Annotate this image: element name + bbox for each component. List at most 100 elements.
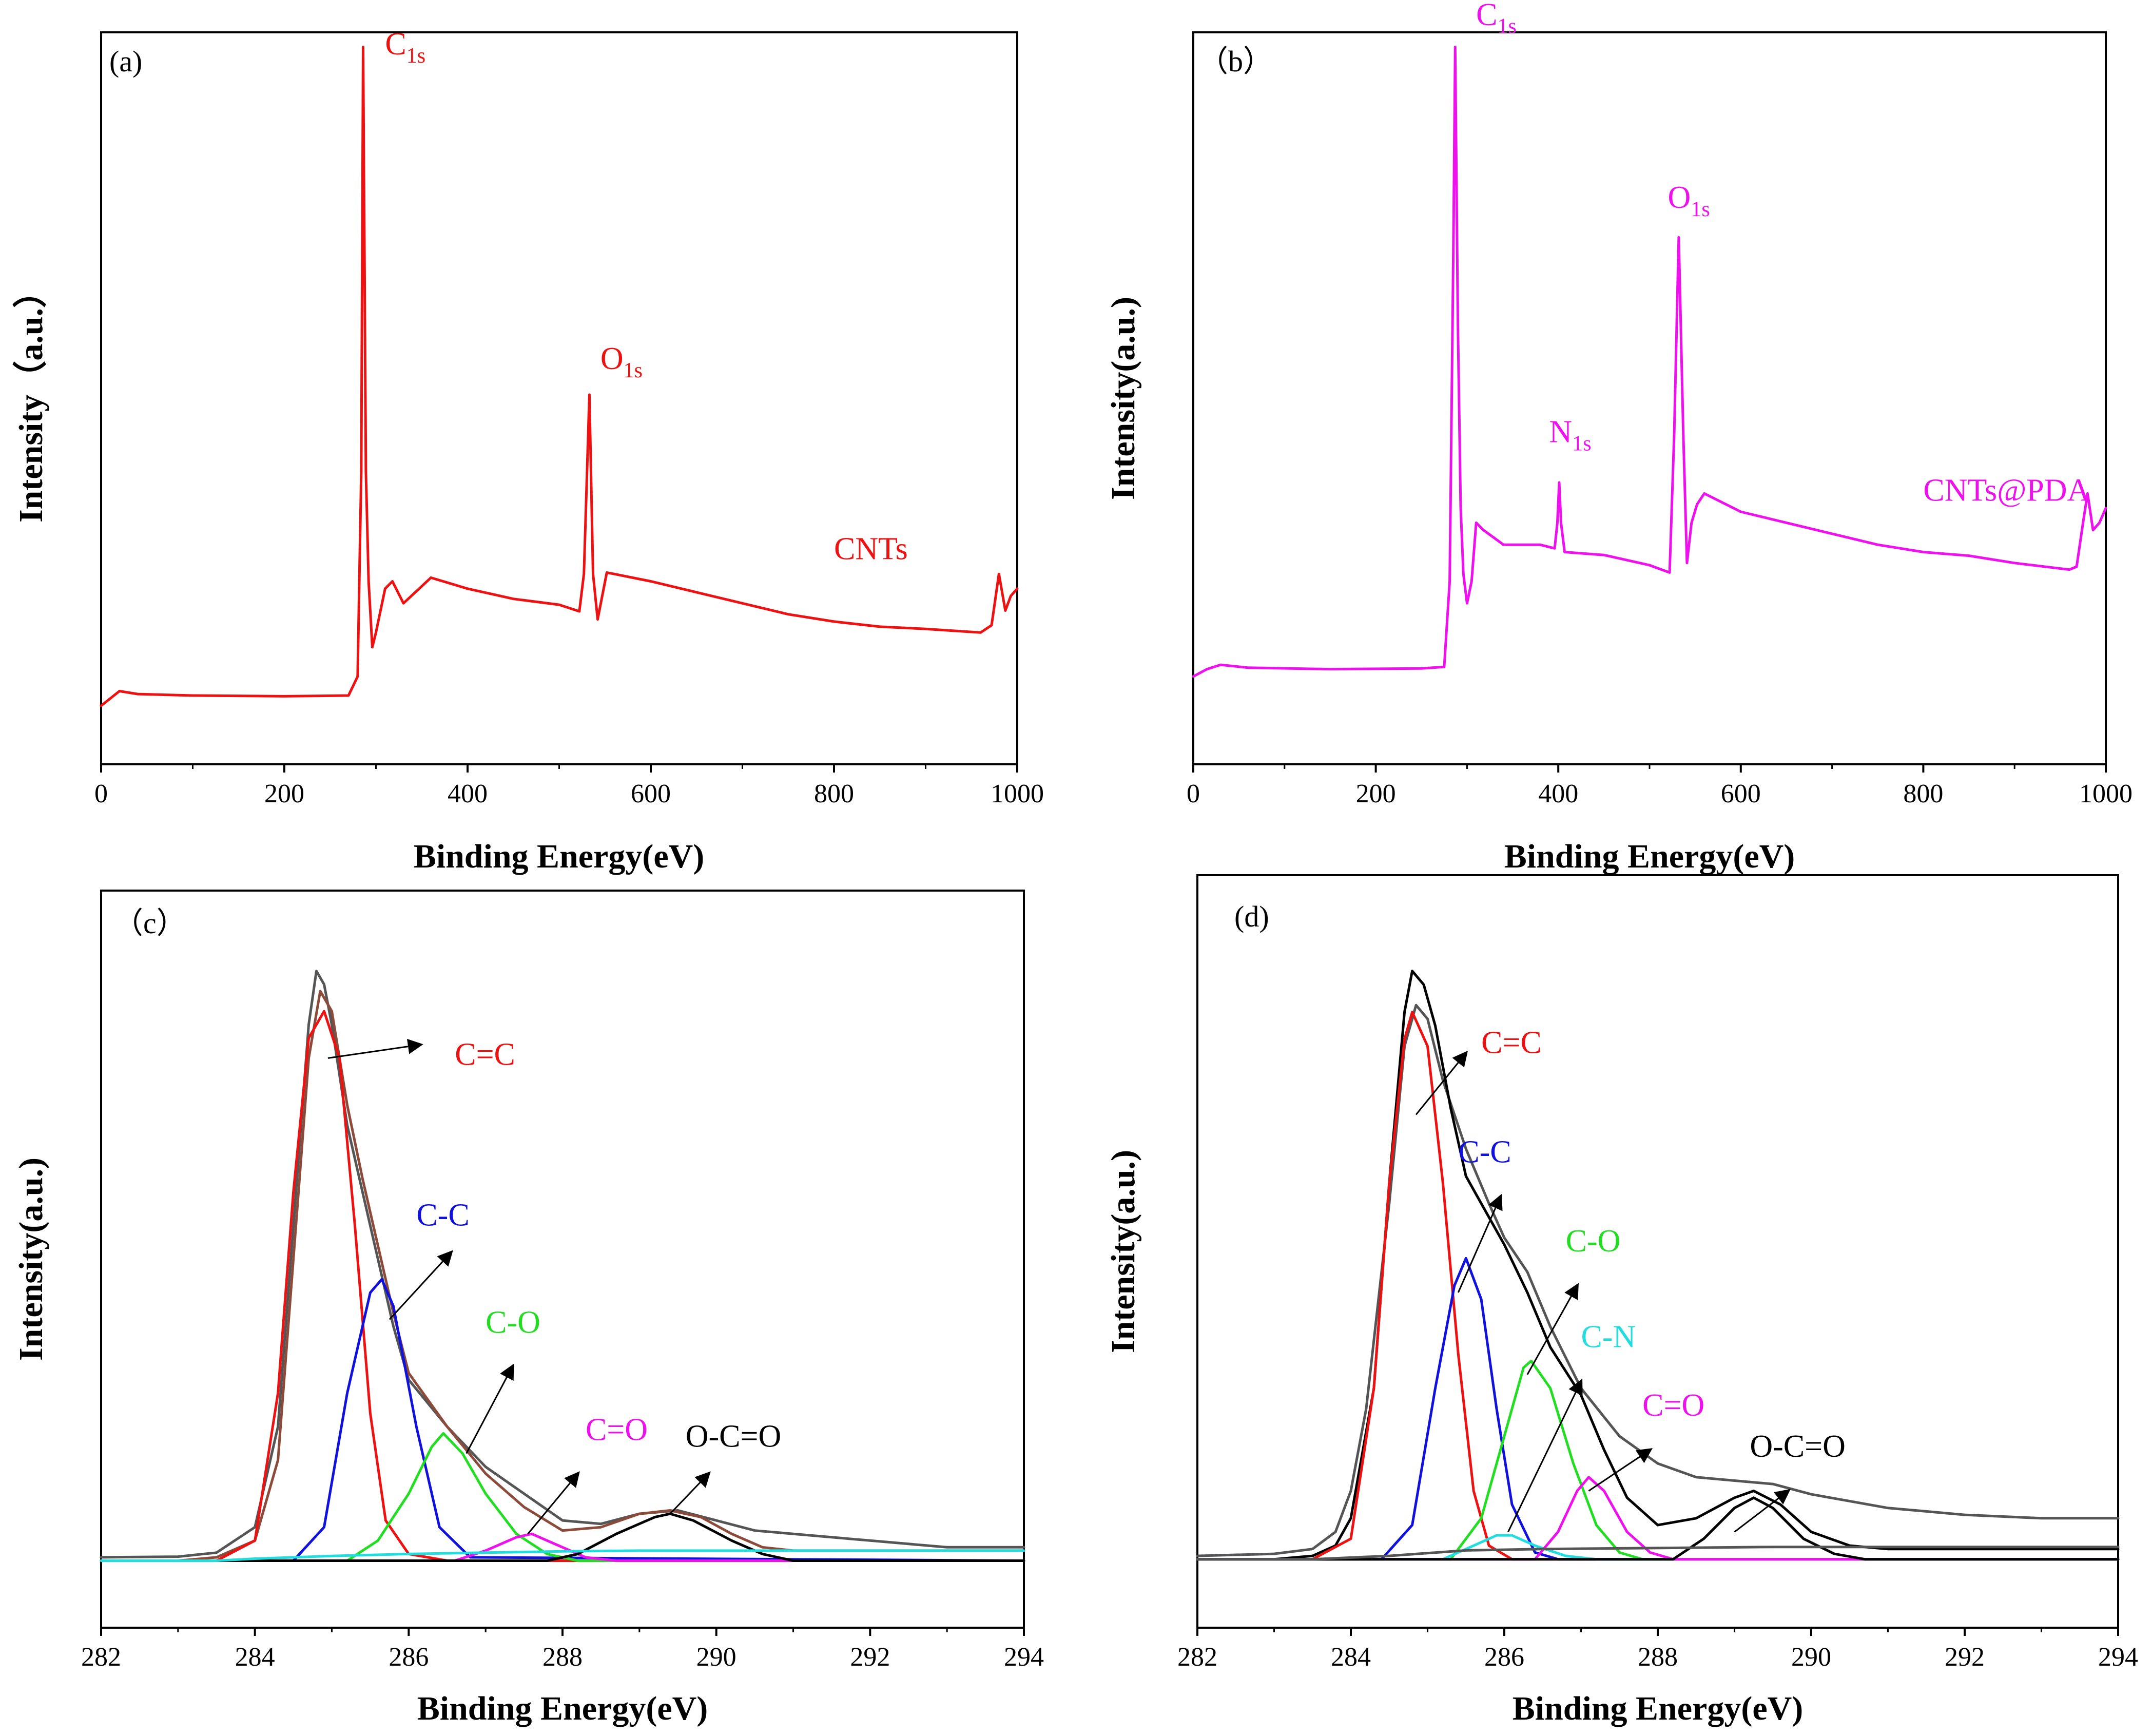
series-baseline-line [1196,1546,2120,1561]
annotation-arrow [1415,1050,1468,1115]
annotation-arrow [1588,1448,1653,1492]
x-tick-label: 294 [2098,1643,2138,1672]
x-tick-label: 400 [1538,779,1578,808]
x-tick-label: 200 [1356,779,1396,808]
x-tick-label: 290 [696,1643,736,1672]
x-tick-label: 282 [1177,1643,1217,1672]
panel-label-b: （b） [1198,45,1273,78]
annotation-c-o: C=O [586,1412,648,1447]
panel-a: 0 200 400 600 800 1000 C1s O1s CNTs (a) Binding… [12,27,1044,875]
series-c-o-line [100,1432,1025,1562]
annotation-arrow [389,1250,453,1320]
annotations-c: C=C C-C C-O C=O O-C=O [327,1037,782,1535]
x-tick-label: 800 [1903,779,1943,808]
annotation-c1s: C1s [1476,0,1517,38]
annotations-a: C1s O1s CNTs [385,27,907,567]
curves-d [1196,970,2120,1561]
annotation-c-o: C=O [1642,1388,1704,1423]
y-axis-title-c: Intensity(a.u.) [12,1158,50,1361]
annotation-o1s: O1s [1668,180,1710,221]
x-tick-label: 0 [94,779,108,808]
x-tick-label: 284 [235,1643,275,1672]
annotation-arrow [1526,1283,1579,1375]
x-axis-title-b: Binding Energy(eV) [1504,838,1795,875]
series-raw-line [100,970,1025,1559]
x-tick-label: 600 [631,779,671,808]
annotation-arrow [1457,1193,1503,1293]
curves-a [100,46,1019,707]
x-tick-label: 286 [389,1643,429,1672]
x-ticks-d: 282 284 286 288 290 292 294 [1177,1628,2138,1672]
x-tick-label: 1000 [2079,779,2132,808]
series-fitted-envelope-line [100,990,1025,1562]
y-axis-title-b: Intensity(a.u.) [1104,297,1142,500]
annotation-arrow [1507,1378,1583,1533]
x-axis-title-d: Binding Energy(eV) [1513,1690,1804,1727]
annotation-c-o: C-O [1566,1224,1621,1259]
series-cnts-pda-line [1192,46,2107,678]
annotation-o-c-o: O-C=O [1750,1429,1846,1464]
annotation-arrow [327,1038,423,1059]
x-tick-label: 294 [1004,1643,1044,1672]
curves-b [1192,46,2107,678]
x-tick-label: 0 [1187,779,1200,808]
annotation-c-o: C-O [486,1305,540,1340]
annotation-o-c-o: O-C=O [686,1419,782,1454]
annotation-c-c: C-C [416,1198,469,1233]
annotation-c-c: C-C [1458,1135,1511,1170]
x-axis-title-a: Binding Energy(eV) [414,838,705,875]
plot-frame-b [1192,31,2107,765]
x-tick-label: 200 [264,779,304,808]
x-tick-label: 800 [814,779,854,808]
annotation-arrow [669,1471,711,1515]
x-tick-label: 1000 [991,779,1044,808]
panel-c: 282 284 286 288 290 292 294 C=CC-CC-OC=O O-C=O … [12,890,1044,1727]
x-tick-label: 292 [1945,1643,1985,1672]
series-baseline-line [100,1549,1025,1562]
x-ticks-b: 0 200 400 600 800 1000 [1187,764,2132,808]
annotation-c-n: C-N [1581,1320,1636,1355]
series-cnts-line [100,46,1019,707]
series-c-o-line [1196,1359,2120,1561]
x-tick-label: 600 [1721,779,1761,808]
x-tick-label: 288 [542,1643,583,1672]
annotation-c-c: C=C [455,1037,515,1072]
annotation-cnts-pda: CNTs@PDA [1923,473,2090,508]
annotation-arrow [1734,1489,1791,1533]
plot-frame-c [100,890,1025,1629]
series-c-c-line [100,1278,1025,1562]
series-raw-line [1196,1004,2120,1557]
annotation-c1s: C1s [385,27,425,68]
panel-label-d: (d) [1234,900,1269,933]
x-tick-label: 282 [81,1643,121,1672]
annotations-d: C=C C-C C-O C-NC=O O-C=O [1415,1026,1846,1533]
x-ticks-c: 282 284 286 288 290 292 294 [81,1628,1044,1672]
plot-frame-a [100,31,1018,765]
annotation-o1s: O1s [600,341,643,382]
annotation-c-c: C=C [1481,1026,1542,1060]
annotation-n1s: N1s [1549,415,1591,456]
panel-label-c: （c） [113,906,186,940]
x-tick-label: 290 [1791,1643,1831,1672]
y-axis-title-d: Intensity(a.u.) [1104,1150,1142,1353]
series-c-o-line [100,1532,1025,1562]
y-axis-title-a: Intensity（a.u.） [12,274,50,523]
x-tick-label: 288 [1638,1643,1678,1672]
series-c-o-line [1196,1476,2120,1561]
panel-label-a: (a) [109,45,142,78]
annotation-cnts: CNTs [834,532,908,567]
annotation-arrow [527,1471,580,1535]
x-tick-label: 286 [1484,1643,1524,1672]
x-tick-label: 400 [448,779,488,808]
curves-c [100,970,1025,1562]
series-c-c-line [1196,1011,2120,1561]
series-fitted-envelope-line [1196,970,2120,1561]
x-tick-label: 284 [1331,1643,1371,1672]
x-ticks-a: 0 200 400 600 800 1000 [94,764,1044,808]
x-axis-title-c: Binding Energy(eV) [417,1690,708,1727]
annotations-b: C1s O1s N1s CNTs@PDA [1476,0,2090,508]
x-tick-label: 292 [850,1643,890,1672]
panel-d: 282 284 286 288 290 292 294 C=C C-C C-O C-NC=O O-C… [1104,874,2138,1727]
